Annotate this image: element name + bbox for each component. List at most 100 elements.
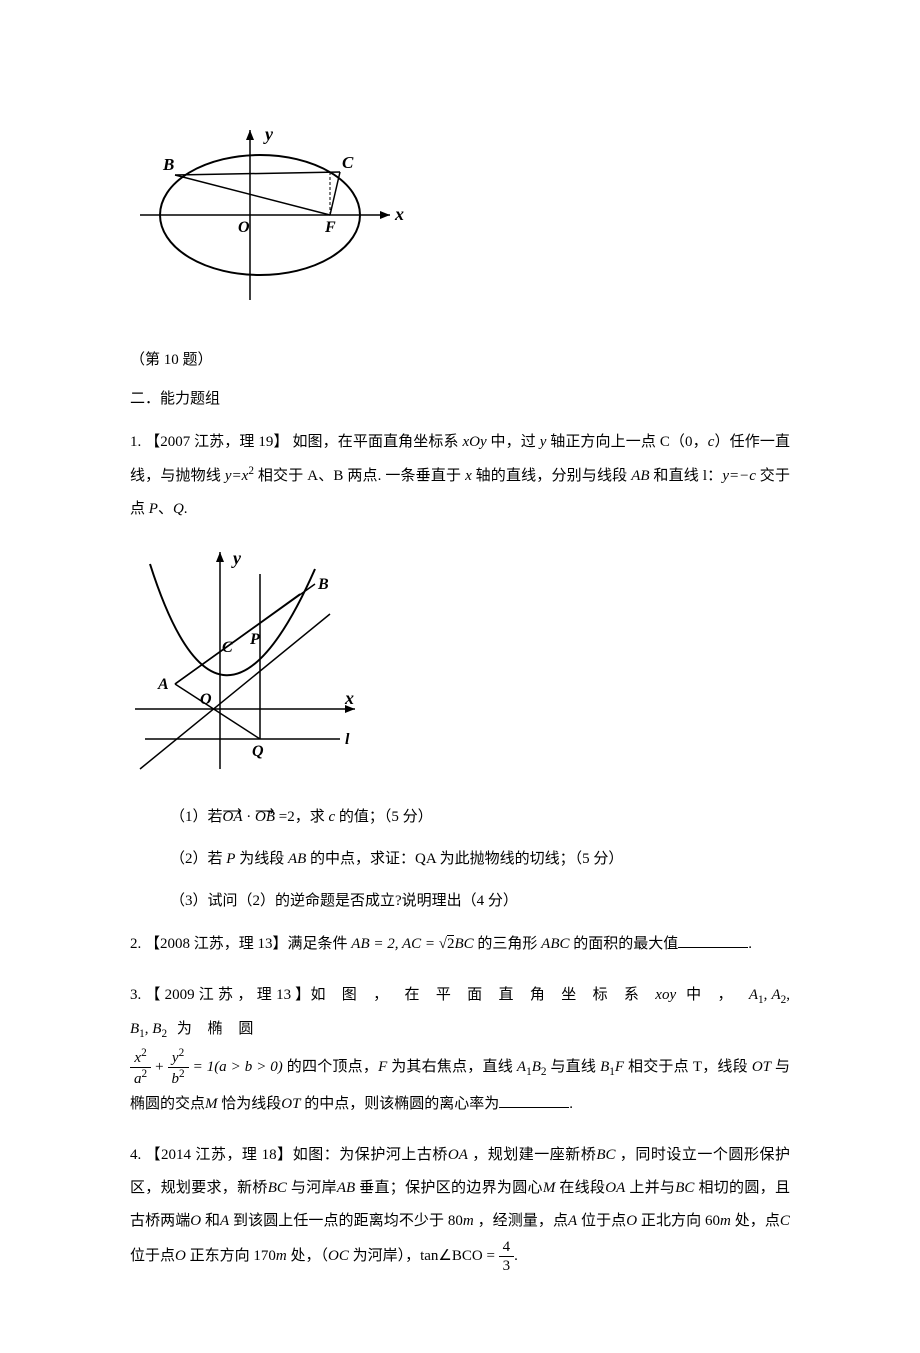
problem-4-t17: 处，（ bbox=[287, 1247, 328, 1263]
problem-2-t2: 的三角形 bbox=[474, 936, 542, 952]
figure-ellipse: y x B C O F bbox=[130, 120, 790, 328]
svg-text:O: O bbox=[238, 219, 250, 236]
problem-1-text2: 中，过 bbox=[487, 434, 540, 450]
problem-1-text5: 相交于 A、B 两点. 一条垂直于 bbox=[254, 468, 465, 484]
sub1-t2: =2，求 bbox=[275, 809, 328, 825]
section-heading: 二．能力题组 bbox=[130, 387, 790, 411]
problem-2-source: 【2008 江苏，理 13】 bbox=[145, 936, 288, 952]
sub1-dot: · bbox=[243, 809, 256, 825]
svg-text:P: P bbox=[249, 631, 260, 648]
problem-4-period: . bbox=[514, 1247, 518, 1263]
problem-4-source: 【2014 江苏，理 18】 bbox=[146, 1147, 293, 1163]
p2-eq1: AB = 2, AC = bbox=[351, 936, 438, 952]
sub3-t1: 试问（2）的逆命题是否成立?说明理出（4 分） bbox=[208, 893, 518, 909]
svg-text:A: A bbox=[157, 676, 169, 693]
problem-1: 1. 【2007 江苏，理 19】 如图，在平面直角坐标系 xOy 中，过 y … bbox=[130, 426, 790, 526]
frac-x2a2: x2a2 bbox=[130, 1047, 151, 1088]
sub1-t1: 若 bbox=[208, 809, 223, 825]
p3-b1f-b: B bbox=[600, 1058, 609, 1074]
problem-4-t11: ，经测量，点 bbox=[474, 1213, 568, 1229]
problem-4-t1: 如图：为保护河上古桥 bbox=[293, 1147, 448, 1163]
sqrt2: 2 bbox=[439, 936, 455, 952]
problem-1-text6: 轴的直线，分别与线段 bbox=[472, 468, 631, 484]
sub2-t3: 的中点，求证：QA 为此抛物线的切线；（5 分） bbox=[306, 851, 623, 867]
p4-a: A bbox=[220, 1213, 229, 1229]
sub2-t1: 若 bbox=[208, 851, 227, 867]
figure-parabola: y x A B C O P Q l bbox=[130, 544, 790, 782]
problem-1-number: 1. bbox=[130, 434, 141, 450]
frac-y2b2: y2b2 bbox=[168, 1047, 189, 1088]
svg-text:l: l bbox=[345, 731, 350, 748]
p3-a1b2-a: A bbox=[517, 1058, 526, 1074]
problem-1-text1: 如图，在平面直角坐标系 bbox=[292, 434, 462, 450]
problem-4-number: 4. bbox=[130, 1147, 141, 1163]
problem-3-period: . bbox=[569, 1096, 573, 1112]
p4-o: O bbox=[190, 1213, 201, 1229]
p4-oa2: OA bbox=[605, 1180, 625, 1196]
svg-text:y: y bbox=[231, 548, 242, 568]
p4-oc: OC bbox=[328, 1247, 349, 1263]
svg-text:C: C bbox=[342, 153, 354, 172]
p3-ot2: OT bbox=[281, 1096, 300, 1112]
problem-3-t1: 如 图 ， 在 平 面 直 角 坐 标 系 bbox=[310, 987, 655, 1003]
eq-ync: y=−c bbox=[722, 468, 756, 484]
svg-text:B: B bbox=[317, 576, 329, 593]
p3-c2: , bbox=[786, 987, 790, 1003]
sub2-ab: AB bbox=[288, 851, 306, 867]
problem-4: 4. 【2014 江苏，理 18】如图：为保护河上古桥OA ，规划建一座新桥BC… bbox=[130, 1139, 790, 1275]
svg-text:y: y bbox=[263, 124, 274, 144]
problem-3-t2: 中 ， bbox=[676, 987, 749, 1003]
p3-a1b2-b: B bbox=[532, 1058, 541, 1074]
p4-a2: A bbox=[568, 1213, 577, 1229]
vec-oa: ⟶OA bbox=[223, 809, 243, 825]
problem-3-t10: 的中点，则该椭圆的离心率为 bbox=[300, 1096, 499, 1112]
p3-xoy: xoy bbox=[655, 987, 676, 1003]
svg-text:O: O bbox=[200, 691, 212, 708]
p3-ot: OT bbox=[752, 1058, 771, 1074]
ab-var: AB bbox=[631, 468, 649, 484]
problem-3-source: 【 2009 江 苏 ， 理 13 】 bbox=[145, 987, 310, 1003]
problem-1-sub3: （3）试问（2）的逆命题是否成立?说明理出（4 分） bbox=[170, 886, 790, 916]
xoy-var: xOy bbox=[462, 434, 486, 450]
p4-m: M bbox=[543, 1180, 556, 1196]
problem-1-text9: 、 bbox=[158, 501, 173, 517]
x-var: x bbox=[465, 468, 472, 484]
p4-munit3: m bbox=[276, 1247, 287, 1263]
problem-4-t14: 处，点 bbox=[731, 1213, 780, 1229]
problem-1-source: 【2007 江苏，理 19】 bbox=[145, 434, 288, 450]
problem-2-number: 2. bbox=[130, 936, 141, 952]
problem-4-t16: 正东方向 170 bbox=[186, 1247, 276, 1263]
frac-43: 43 bbox=[499, 1238, 515, 1275]
figure-1-label: （第 10 题） bbox=[130, 348, 790, 372]
svg-text:B: B bbox=[162, 155, 174, 174]
p4-ab: AB bbox=[337, 1180, 355, 1196]
problem-4-t10: 到该圆上任一点的距离均不少于 80 bbox=[229, 1213, 463, 1229]
p3-f: F bbox=[378, 1058, 387, 1074]
problem-1-sub1: （1）若⟶OA · ⟶OB =2，求 c 的值；（5 分） bbox=[170, 802, 790, 832]
p4-bc2: BC bbox=[268, 1180, 287, 1196]
p3-blank bbox=[499, 1093, 569, 1108]
p2-blank bbox=[678, 933, 748, 948]
p3-a1: A bbox=[749, 987, 758, 1003]
problem-4-t15: 位于点 bbox=[130, 1247, 175, 1263]
problem-3-t5: 为其右焦点，直线 bbox=[387, 1058, 517, 1074]
problem-4-t9: 和 bbox=[201, 1213, 220, 1229]
eq-yx2: y=x bbox=[225, 468, 248, 484]
sub3-num: （3） bbox=[170, 893, 208, 909]
p4-munit: m bbox=[463, 1213, 474, 1229]
problem-4-t12: 位于点 bbox=[577, 1213, 626, 1229]
p4-bc: BC bbox=[596, 1147, 615, 1163]
problem-1-sub2: （2）若 P 为线段 AB 的中点，求证：QA 为此抛物线的切线；（5 分） bbox=[170, 844, 790, 874]
svg-text:C: C bbox=[222, 639, 233, 656]
problem-3-number: 3. bbox=[130, 987, 141, 1003]
p2-abc: ABC bbox=[541, 936, 569, 952]
problem-4-t7: 上并与 bbox=[625, 1180, 675, 1196]
p3-eq: = 1(a > b > 0) bbox=[189, 1058, 283, 1074]
svg-text:x: x bbox=[344, 688, 354, 708]
p-var: P bbox=[149, 501, 158, 517]
problem-1-text7: 和直线 l： bbox=[650, 468, 723, 484]
problem-4-t13: 正北方向 60 bbox=[637, 1213, 720, 1229]
problem-3: 3. 【 2009 江 苏 ， 理 13 】如 图 ， 在 平 面 直 角 坐 … bbox=[130, 979, 790, 1121]
problem-2-t3: 的面积的最大值 bbox=[570, 936, 679, 952]
p4-oa: OA bbox=[448, 1147, 468, 1163]
